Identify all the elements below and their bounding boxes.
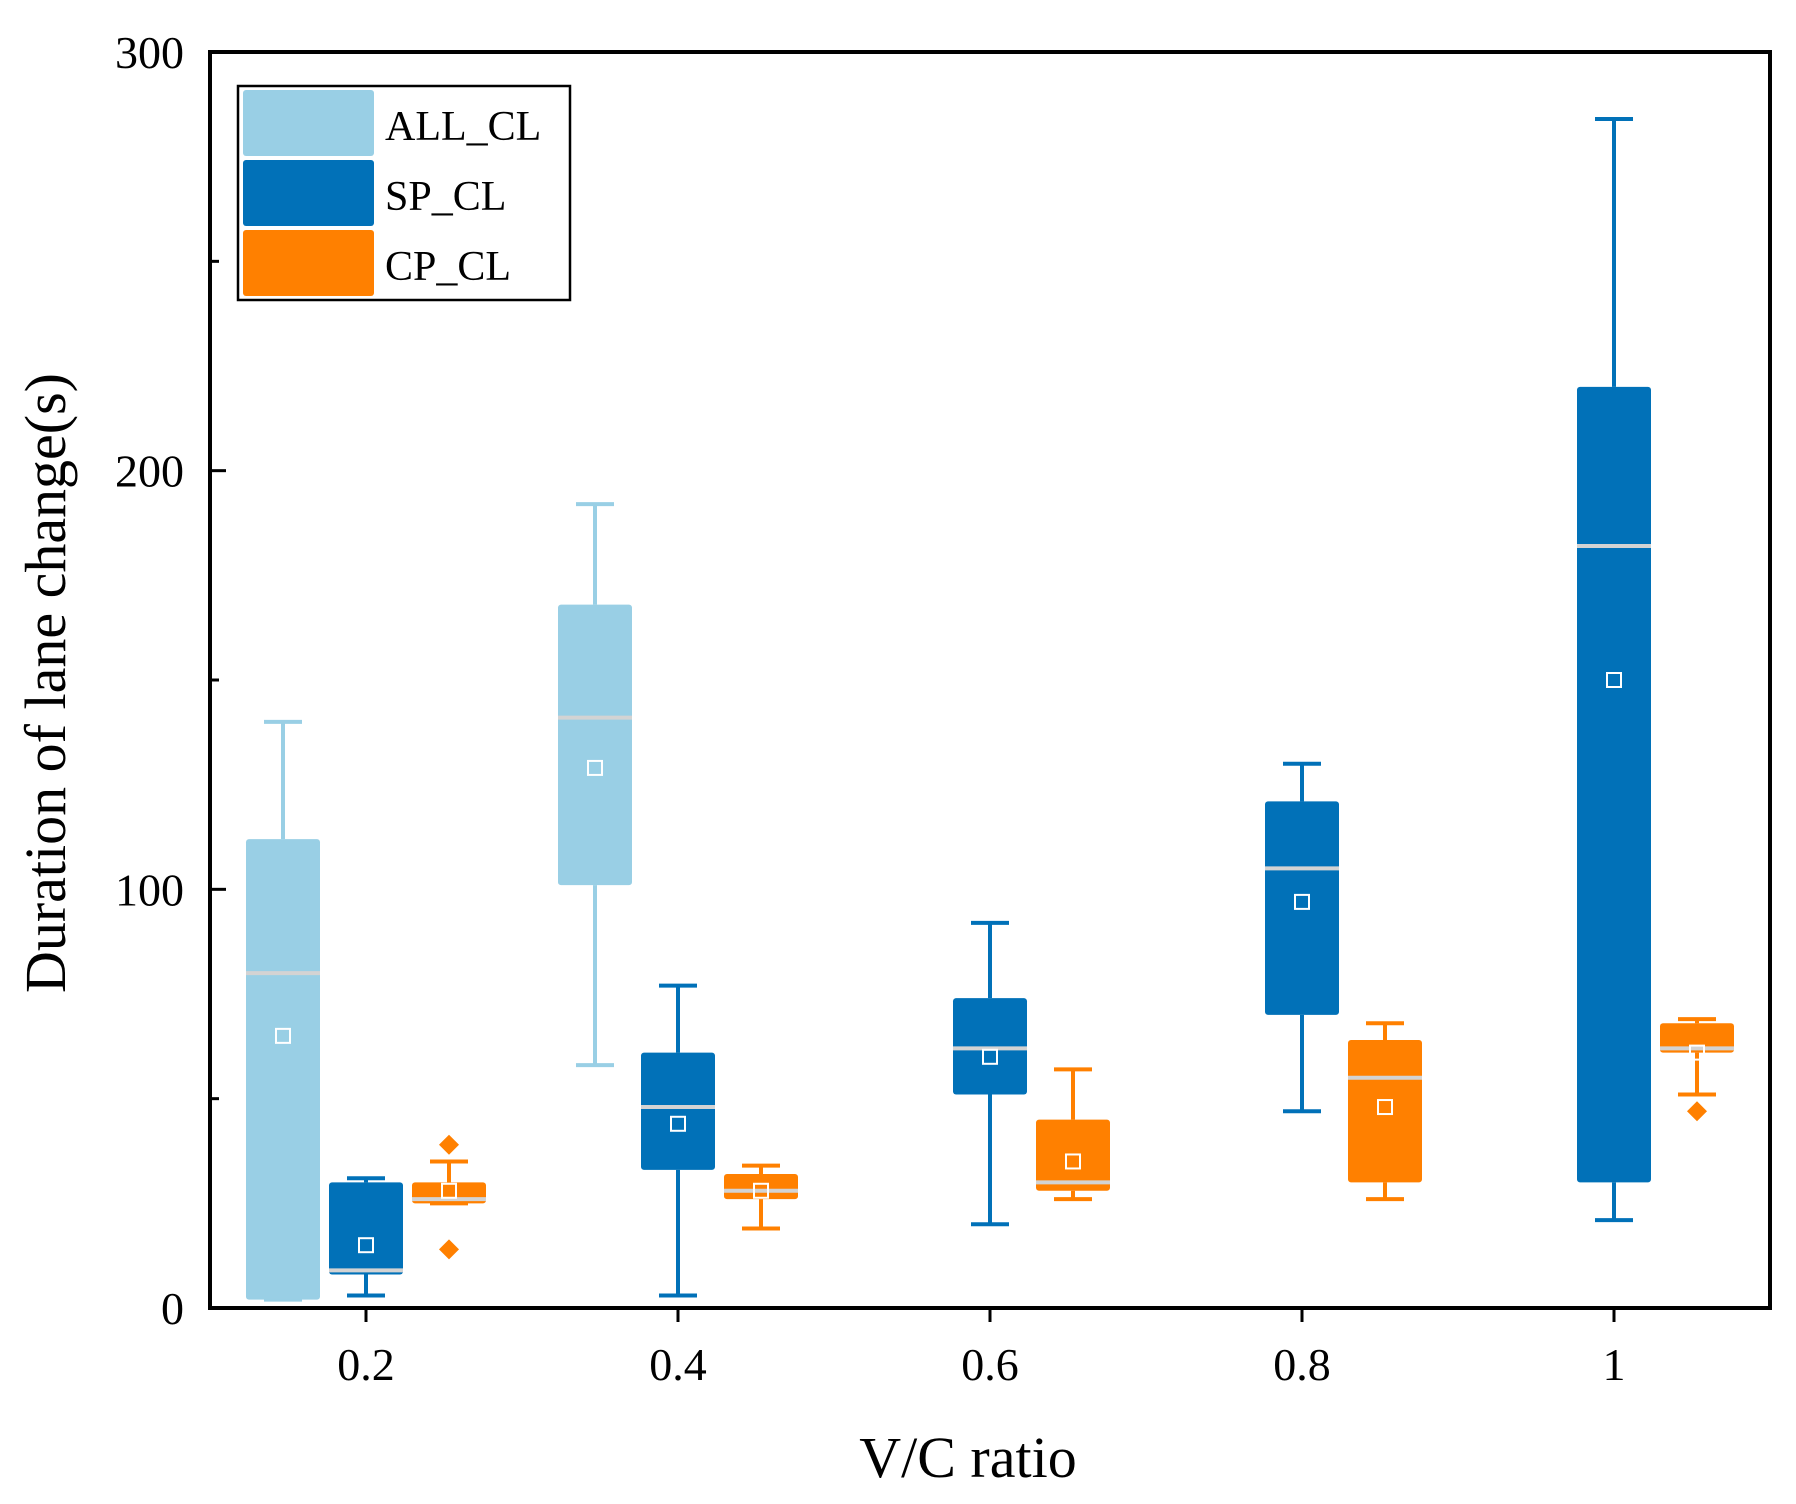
x-tick-label-3: 0.8: [1273, 1339, 1331, 1390]
box-cp-cl-0_4-mean: [753, 1182, 769, 1199]
box-sp-cl-0_6: [953, 920, 1027, 1227]
x-tick-label-1: 0.4: [649, 1339, 707, 1390]
box-sp-cl-1-mean: [1606, 672, 1622, 688]
box-cp-cl-0_6: [1036, 1067, 1110, 1202]
x-tick-label-4: 1: [1603, 1339, 1626, 1390]
legend-label-sp-cl: SP_CL: [385, 174, 506, 220]
box-sp-cl-1-iqr: [1577, 386, 1651, 1183]
box-cp-cl-0_2: [412, 1134, 486, 1260]
box-sp-cl-0_2-mean: [358, 1237, 374, 1254]
y-axis-title: Duration of lane change(s): [13, 373, 78, 993]
y-tick-label-100: 100: [115, 864, 184, 915]
box-sp-cl-0_8: [1265, 761, 1339, 1114]
box-cp-cl-0_4-iqr: [724, 1174, 798, 1200]
legend-swatch-all-cl: [243, 90, 374, 156]
box-all-cl-0_4-iqr: [558, 604, 632, 886]
y-tick-label-200: 200: [115, 446, 184, 497]
legend-swatch-sp-cl: [243, 160, 374, 226]
box-all-cl-0_4: [558, 502, 632, 1068]
legend-label-cp-cl: CP_CL: [385, 244, 511, 290]
legend-label-all-cl: ALL_CL: [385, 104, 541, 150]
box-cp-cl-1-mean: [1689, 1044, 1705, 1061]
box-cp-cl-0_6-mean: [1065, 1153, 1081, 1170]
x-tick-label-2: 0.6: [961, 1339, 1019, 1390]
box-sp-cl-0_2: [329, 1176, 403, 1298]
box-sp-cl-0_4-iqr: [641, 1052, 715, 1170]
box-all-cl-0_2-mean: [275, 1027, 291, 1044]
box-sp-cl-0_8-mean: [1294, 893, 1310, 910]
box-cp-cl-1-outlier-0: [1687, 1101, 1707, 1122]
box-cp-cl-0_8: [1348, 1021, 1422, 1202]
box-cp-cl-1: [1660, 1017, 1734, 1122]
box-all-cl-0_2-iqr: [246, 839, 320, 1300]
box-cp-cl-1-iqr: [1660, 1023, 1734, 1053]
box-cp-cl-0_2-outlier-0: [439, 1239, 459, 1260]
box-cp-cl-0_8-mean: [1377, 1099, 1393, 1116]
legend-swatch-cp-cl: [243, 230, 374, 296]
y-tick-label-300: 300: [115, 27, 184, 78]
box-sp-cl-0_6-iqr: [953, 998, 1027, 1095]
box-sp-cl-0_6-mean: [982, 1048, 998, 1065]
axes: 0 100 200 300 0.2 0.4 0.6 0.8 1: [115, 27, 1772, 1390]
x-axis-title: V/C ratio: [859, 1425, 1076, 1490]
box-cp-cl-0_2-mean: [441, 1182, 457, 1199]
box-sp-cl-0_4: [641, 983, 715, 1298]
legend: ALL_CL SP_CL CP_CL: [236, 84, 572, 302]
x-tick-label-0: 0.2: [337, 1339, 395, 1390]
box-all-cl-0_4-mean: [587, 759, 603, 776]
box-sp-cl-0_4-mean: [670, 1115, 686, 1132]
box-cp-cl-0_2-outlier-1: [439, 1134, 459, 1155]
box-cp-cl-0_4: [724, 1163, 798, 1231]
plot-area: [246, 116, 1734, 1302]
box-all-cl-0_2: [246, 719, 320, 1302]
box-sp-cl-1: [1577, 116, 1651, 1223]
box-sp-cl-0_2-iqr: [329, 1182, 403, 1275]
box-cp-cl-0_8-iqr: [1348, 1040, 1422, 1183]
y-tick-label-0: 0: [161, 1283, 184, 1334]
